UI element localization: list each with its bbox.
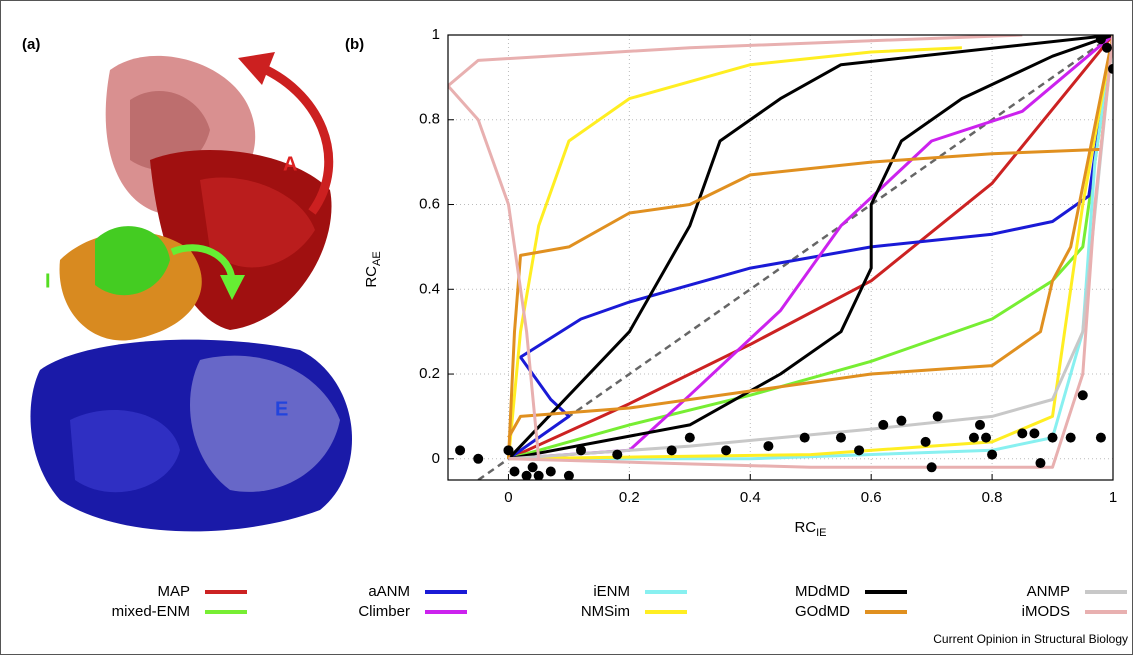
x-axis-label: RCIE: [794, 519, 826, 539]
scatter-point: [1029, 428, 1040, 439]
series-line: [508, 35, 1113, 461]
domain-label: I: [45, 270, 51, 292]
legend-label: Climber: [358, 603, 410, 620]
scatter-point: [509, 466, 520, 477]
plot-border: [447, 34, 1114, 481]
y-axis-label-sub: AE: [371, 251, 383, 266]
scatter-point: [721, 445, 732, 456]
credit: Current Opinion in Structural Biology: [933, 632, 1128, 646]
scatter-point: [503, 445, 514, 456]
legend-label: mixed-ENM: [112, 603, 190, 620]
x-axis-label-sub: IE: [816, 527, 826, 539]
scatter-point: [533, 470, 544, 480]
scatter-point: [666, 445, 677, 456]
scatter-point: [1095, 432, 1106, 443]
scatter-point: [527, 462, 538, 473]
scatter-point: [878, 419, 889, 430]
scatter-point: [975, 419, 985, 430]
legend-label: ANMP: [1027, 583, 1070, 600]
protein-structure: [30, 52, 353, 532]
scatter-point: [835, 432, 846, 443]
scatter-point: [981, 432, 992, 443]
x-tick-label: 1: [1109, 489, 1117, 506]
y-axis-label-main: RC: [363, 266, 380, 288]
scatter-point: [926, 462, 937, 473]
legend-label: aANM: [368, 583, 410, 600]
scatter-point: [1047, 432, 1058, 443]
scatter-point: [521, 470, 532, 480]
scatter-point: [684, 432, 695, 443]
x-tick-label: 0: [504, 489, 512, 506]
series-line: [508, 35, 1113, 461]
scatter-point: [920, 436, 931, 447]
scatter-point: [1101, 42, 1112, 53]
scatter-point: [1077, 390, 1088, 401]
series-line: [507, 35, 1113, 461]
legend-label: iENM: [593, 583, 630, 600]
scatter-point: [896, 415, 907, 426]
x-tick-label: 0.4: [740, 489, 761, 506]
scatter-point: [932, 411, 943, 422]
scatter-point: [987, 449, 998, 460]
y-tick-label: 0: [432, 450, 440, 467]
scatter-point: [1017, 428, 1028, 439]
y-tick-label: 1: [432, 26, 440, 43]
legend-label: iMODS: [1022, 603, 1070, 620]
scatter-point: [1065, 432, 1076, 443]
domain-label: E: [275, 398, 288, 420]
domain-label: A: [283, 153, 297, 175]
x-tick-label: 0.6: [861, 489, 882, 506]
y-tick-label: 0.8: [419, 111, 440, 128]
series-line: [508, 35, 1113, 461]
scatter-point: [968, 432, 979, 443]
y-tick-label: 0.2: [419, 365, 440, 382]
diagonal-reference: [477, 35, 1113, 480]
scatter-point: [563, 470, 574, 480]
series-line: [507, 35, 1113, 461]
scatter-point: [763, 441, 774, 452]
series-line: [507, 35, 1113, 461]
x-tick-label: 0.8: [982, 489, 1003, 506]
scatter-point: [545, 466, 556, 477]
scatter-point: [1035, 458, 1046, 469]
legend-label: NMSim: [581, 603, 630, 620]
series-line: [448, 35, 1113, 469]
plot-area: [448, 35, 1113, 480]
panel-label: (b): [345, 36, 364, 53]
scatter-point: [1108, 63, 1113, 74]
legend-label: GOdMD: [795, 603, 850, 620]
scatter-point: [576, 445, 586, 456]
legend-label: MAP: [157, 583, 190, 600]
y-axis-label: RCAE: [363, 251, 383, 287]
scatter-point: [473, 453, 484, 464]
scatter-point: [612, 449, 623, 460]
legend-label: MDdMD: [795, 583, 850, 600]
y-tick-label: 0.6: [419, 195, 440, 212]
scatter-point: [455, 445, 466, 456]
scatter-point: [854, 445, 865, 456]
scatter-point: [799, 432, 810, 443]
y-tick-label: 0.4: [419, 280, 440, 297]
x-axis-label-main: RC: [794, 519, 816, 536]
scatter-point: [1095, 35, 1106, 45]
panel-label: (a): [22, 36, 40, 53]
x-tick-label: 0.2: [619, 489, 640, 506]
